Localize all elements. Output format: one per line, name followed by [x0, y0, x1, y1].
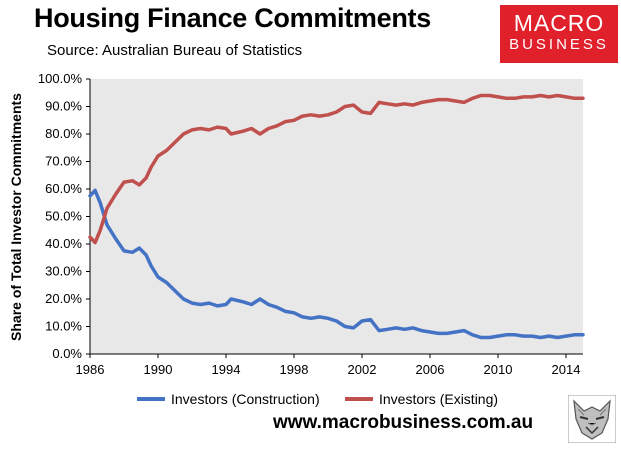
website-url: www.macrobusiness.com.au: [273, 412, 534, 433]
x-tick-label: 1986: [76, 362, 105, 377]
x-tick-label: 2010: [484, 362, 513, 377]
chart-source: Source: Australian Bureau of Statistics: [47, 42, 303, 59]
y-tick-label: 60.0%: [45, 181, 82, 196]
x-tick-label: 1990: [144, 362, 173, 377]
series-line-construction: [88, 188, 585, 340]
x-tick-label: 2006: [416, 362, 445, 377]
plot-area: [90, 79, 583, 354]
x-tick-label: 1998: [280, 362, 309, 377]
legend-item-existing: Investors (Existing): [345, 391, 498, 407]
y-tick-label: 100.0%: [38, 71, 83, 86]
y-tick-label: 80.0%: [45, 126, 82, 141]
series-line-existing: [88, 93, 585, 245]
y-tick-label: 90.0%: [45, 99, 82, 114]
x-tick-label: 1994: [212, 362, 241, 377]
legend-label-construction: Investors (Construction): [171, 391, 320, 407]
chart-title: Housing Finance Commitments: [34, 3, 431, 33]
y-tick-label: 20.0%: [45, 291, 82, 306]
logo-line-1: MACRO: [513, 10, 605, 36]
y-tick-label: 40.0%: [45, 236, 82, 251]
legend-label-existing: Investors (Existing): [379, 391, 499, 407]
y-tick-label: 0.0%: [52, 346, 82, 361]
y-tick-label: 10.0%: [45, 319, 82, 334]
legend-swatch-construction: [137, 397, 165, 401]
logo-line-2: BUSINESS: [509, 36, 609, 53]
x-tick-label: 2002: [348, 362, 377, 377]
y-tick-label: 50.0%: [45, 209, 82, 224]
macrobusiness-logo: MACRO BUSINESS: [500, 5, 618, 63]
wolf-logo-icon: [568, 395, 616, 443]
y-tick-label: 30.0%: [45, 264, 82, 279]
legend-swatch-existing: [345, 397, 373, 401]
legend-item-construction: Investors (Construction): [137, 391, 320, 407]
x-tick-label: 2014: [552, 362, 581, 377]
y-tick-label: 70.0%: [45, 154, 82, 169]
